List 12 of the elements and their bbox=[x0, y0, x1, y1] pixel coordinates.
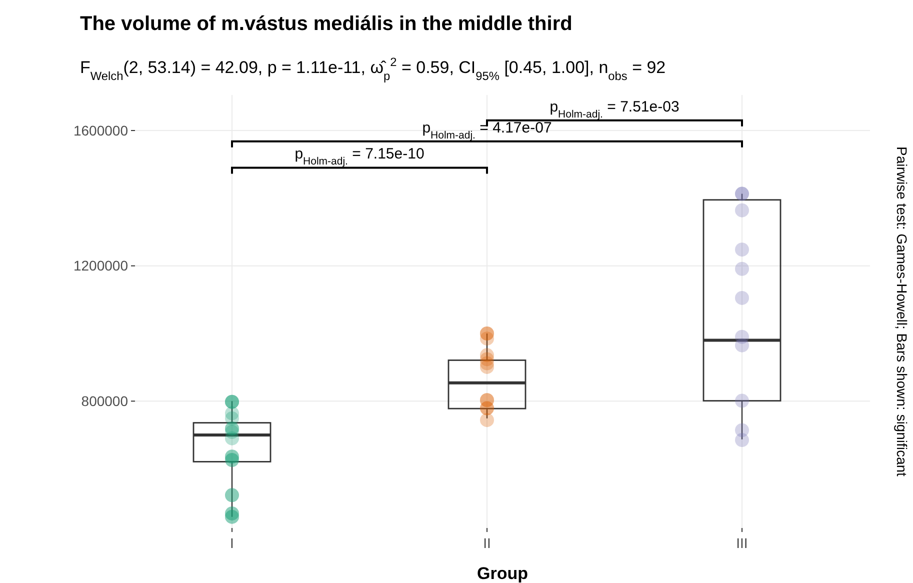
y-tick-label: 1600000 bbox=[73, 122, 128, 138]
text: F$_{Welch}$(2, 53.14) = 42.09, p = 1.11e-11, ω̂$_{p}$$^{2}$ = 0.59, CI$_{95%}$ [0.45, 1.00], n$_{obs}$ = 92 bbox=[80, 55, 666, 83]
x-tick-label: II bbox=[483, 535, 491, 551]
y-tick-label: 1200000 bbox=[73, 258, 128, 274]
chart-title: The volume of m.vástus mediális in the middle third bbox=[80, 13, 572, 35]
y-tick-label: 800000 bbox=[81, 393, 128, 410]
annotation: p$_{Holm-adj.}$ = 7.15e-10 bbox=[294, 146, 424, 168]
x-tick-label: III bbox=[736, 535, 748, 551]
annotation: p$_{Holm-adj.}$ = 7.51e-03 bbox=[550, 98, 680, 120]
text: Pairwise test: Games-Howell; Bars shown: significant bbox=[894, 146, 910, 477]
x-axis-title: Group bbox=[477, 564, 528, 583]
x-tick-label: I bbox=[230, 535, 234, 551]
